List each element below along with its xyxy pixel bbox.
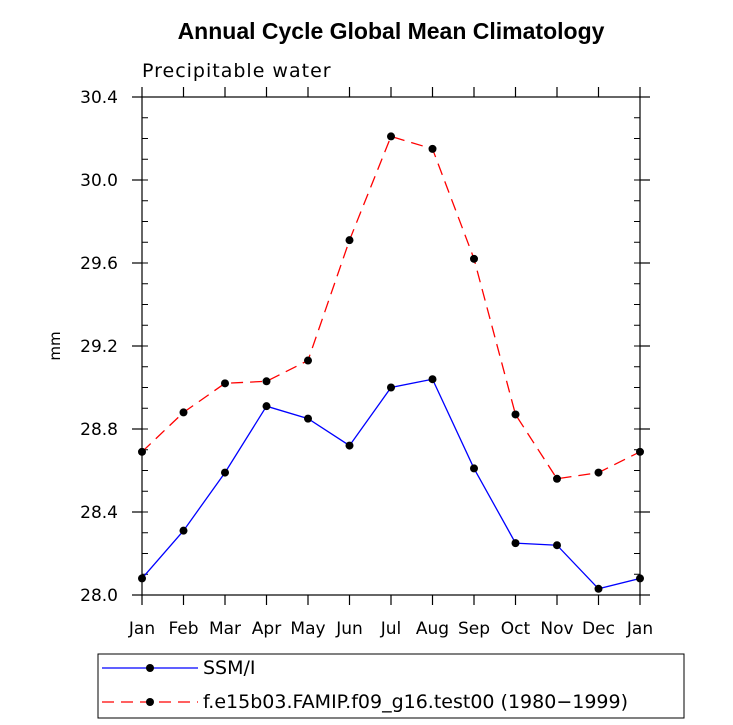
data-point xyxy=(594,468,603,477)
data-point xyxy=(345,236,354,245)
y-tick-labels: 30.4 30.0 29.6 29.2 28.8 28.4 28.0 xyxy=(80,88,118,606)
data-point xyxy=(138,447,146,456)
x-tick-label: Nov xyxy=(540,619,573,639)
legend-marker-model xyxy=(146,698,154,706)
data-point xyxy=(221,379,229,388)
x-tick-label: Jan xyxy=(626,619,653,639)
data-point xyxy=(553,474,561,483)
y-tick-label: 30.0 xyxy=(80,171,118,191)
y-axis-label: mm xyxy=(46,331,64,360)
x-tick-label: Mar xyxy=(209,619,241,639)
y-tick-label: 29.6 xyxy=(80,254,118,274)
data-point xyxy=(387,132,395,141)
y-tick-label: 28.8 xyxy=(80,420,118,440)
y-tick-label: 29.2 xyxy=(80,337,118,357)
x-tick-label: Jan xyxy=(128,619,155,639)
data-point xyxy=(636,574,644,583)
data-point xyxy=(262,377,271,386)
data-point xyxy=(387,383,395,392)
data-point xyxy=(138,574,146,583)
data-point xyxy=(179,526,188,535)
data-point xyxy=(345,441,354,450)
data-point xyxy=(304,414,312,423)
legend-marker-ssmi xyxy=(146,664,154,672)
legend: SSM/I f.e15b03.FAMIP.f09_g16.test00 (198… xyxy=(97,653,685,719)
data-point xyxy=(470,464,478,473)
x-tick-label: Dec xyxy=(582,619,615,639)
x-tick-label: Aug xyxy=(416,619,449,639)
x-tick-label: Sep xyxy=(458,619,490,639)
chart-title: Annual Cycle Global Mean Climatology xyxy=(178,18,605,44)
y-tick-label: 28.4 xyxy=(80,503,118,523)
x-tick-labels: Jan Feb Mar Apr May Jun Jul Aug Sep Oct Nov Dec Jan xyxy=(128,619,653,639)
y-tick-label: 30.4 xyxy=(80,88,118,108)
y-tick-label: 28.0 xyxy=(80,586,118,606)
data-point xyxy=(304,356,312,365)
legend-label-ssmi: SSM/I xyxy=(203,657,256,679)
series-lines xyxy=(141,135,641,590)
data-point xyxy=(511,539,520,548)
data-point xyxy=(428,375,437,384)
x-tick-label: May xyxy=(290,619,325,639)
chart-subtitle: Precipitable water xyxy=(142,60,332,82)
x-tick-label: Oct xyxy=(501,619,531,639)
data-point xyxy=(221,468,229,477)
x-tick-label: Jun xyxy=(335,619,363,639)
data-point xyxy=(470,254,478,263)
x-tick-label: Jul xyxy=(380,619,402,639)
legend-label-model: f.e15b03.FAMIP.f09_g16.test00 (1980−1999… xyxy=(203,691,628,713)
axis-ticks xyxy=(132,87,650,605)
data-point xyxy=(428,144,437,153)
legend-box xyxy=(97,653,685,719)
plot-frame xyxy=(141,96,641,596)
data-point xyxy=(594,584,603,593)
series-line-0 xyxy=(141,378,641,590)
data-point xyxy=(511,410,520,419)
series-line-1 xyxy=(141,135,641,480)
x-tick-label: Apr xyxy=(252,619,281,639)
data-point xyxy=(262,402,271,411)
series-markers xyxy=(138,132,644,593)
data-point xyxy=(636,447,644,456)
data-point xyxy=(179,408,188,417)
data-point xyxy=(553,541,561,550)
x-tick-label: Feb xyxy=(168,619,198,639)
